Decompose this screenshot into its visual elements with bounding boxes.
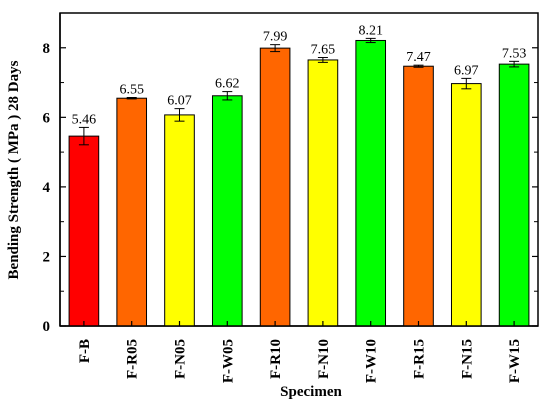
bar-f-b bbox=[68, 135, 100, 327]
x-axis-tick-label-f-b: F-B bbox=[77, 339, 93, 363]
x-axis-tick-label-f-n10: F-N10 bbox=[316, 339, 332, 379]
x-axis-tick-label-f-w15: F-W15 bbox=[507, 339, 523, 383]
data-label-f-r05: 6.55 bbox=[119, 83, 144, 98]
y-axis-tick-label: 8 bbox=[43, 41, 51, 57]
bar-f-w10 bbox=[355, 39, 387, 327]
data-label-f-n10: 7.65 bbox=[311, 43, 336, 58]
bar-f-n05 bbox=[164, 114, 195, 327]
bar-f-r10 bbox=[259, 47, 291, 327]
data-label-f-n05: 6.07 bbox=[167, 94, 192, 109]
x-axis-tick-label-f-r10: F-R10 bbox=[268, 339, 284, 379]
x-axis-tick-label-f-w05: F-W05 bbox=[220, 339, 236, 383]
x-axis-tick-label-f-r15: F-R15 bbox=[412, 339, 428, 379]
data-label-f-n15: 6.97 bbox=[454, 63, 479, 78]
x-axis-title: Specimen bbox=[280, 384, 342, 400]
data-label-f-r15: 7.47 bbox=[406, 50, 431, 65]
bar-f-w05 bbox=[211, 95, 243, 327]
data-label-f-w10: 8.21 bbox=[358, 23, 383, 38]
bar-f-r15 bbox=[403, 65, 434, 327]
data-label-f-w15: 7.53 bbox=[502, 46, 527, 61]
y-axis-title: Bending Strength ( MPa ) 28 Days bbox=[6, 60, 22, 279]
x-axis-tick-label-f-w10: F-W10 bbox=[364, 339, 380, 383]
data-label-f-r10: 7.99 bbox=[263, 30, 288, 45]
plot-area: 0 2 4 6 8 5.46 F-B 6.55 F-R05 6.07 F-N05 6.62 F-W05 7… bbox=[43, 12, 539, 383]
x-axis-tick-label-f-n05: F-N05 bbox=[173, 339, 189, 379]
bar-f-r05 bbox=[116, 97, 148, 327]
data-label-f-w05: 6.62 bbox=[215, 77, 240, 92]
x-axis-tick-label-f-n15: F-N15 bbox=[459, 339, 475, 379]
y-axis-tick-label: 6 bbox=[43, 110, 51, 126]
bar-f-w15 bbox=[498, 63, 530, 327]
bar-f-n10 bbox=[307, 59, 339, 327]
bar-f-n15 bbox=[450, 83, 482, 327]
x-axis-tick-label-f-r05: F-R05 bbox=[125, 339, 141, 379]
y-axis-tick-label: 4 bbox=[43, 180, 51, 196]
y-axis-tick-label: 2 bbox=[43, 249, 51, 265]
data-label-f-b: 5.46 bbox=[72, 112, 97, 127]
y-axis-tick-label: 0 bbox=[43, 319, 51, 335]
